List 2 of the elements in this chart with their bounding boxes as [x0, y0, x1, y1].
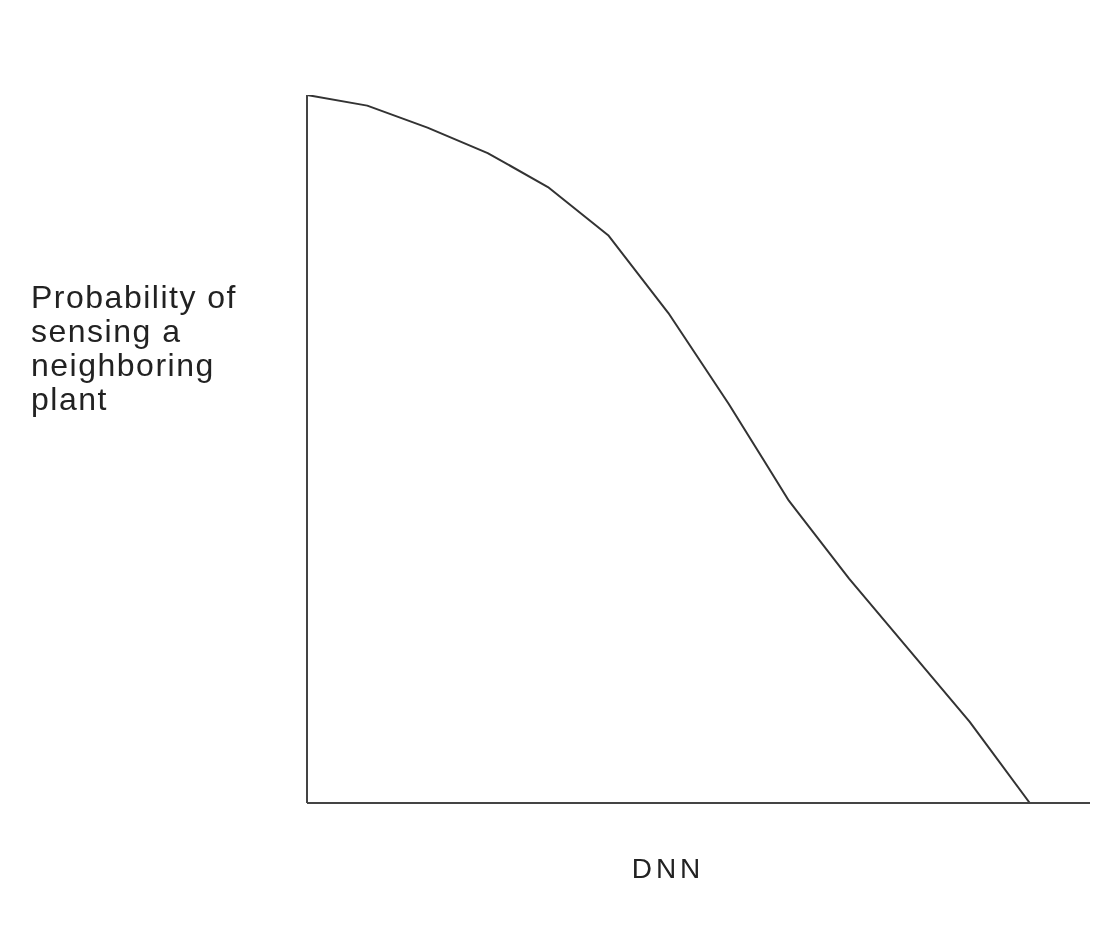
x-axis-title: DNN: [630, 853, 706, 885]
y-axis-title: Probability of sensing a neighboring plant: [31, 279, 237, 417]
